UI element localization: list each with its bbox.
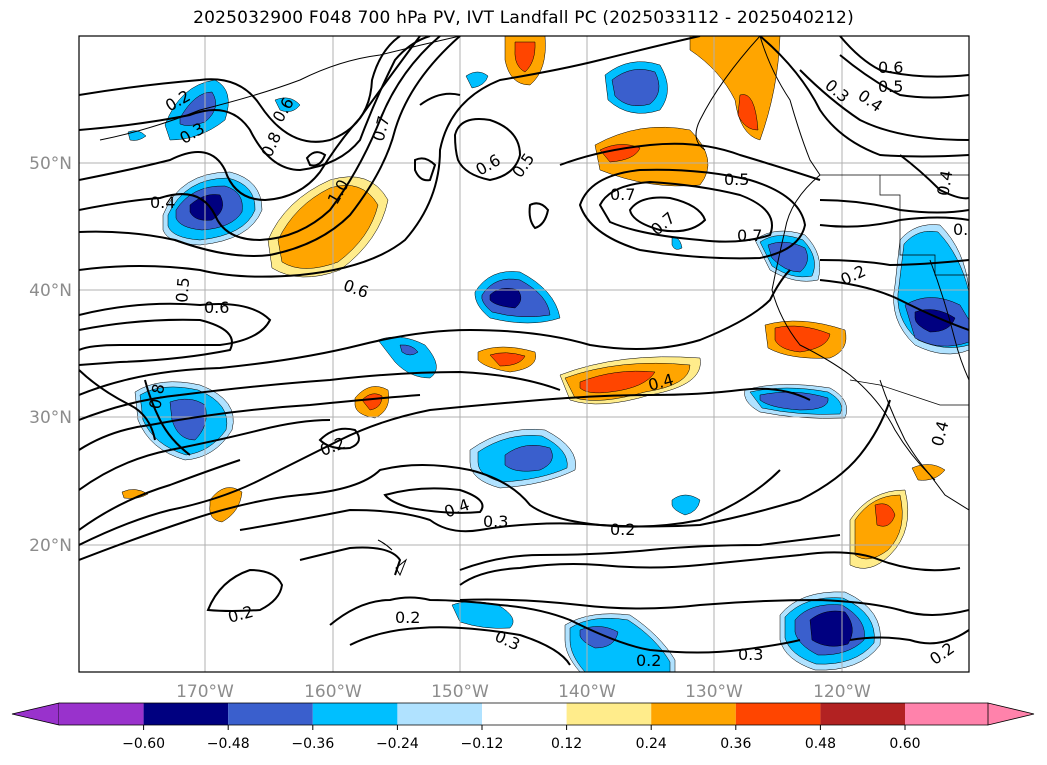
contour-label: 0.7 xyxy=(737,226,762,245)
contour-label: 0.5 xyxy=(878,77,903,96)
contour-label: 0.7 xyxy=(610,185,635,204)
colorbar-tick-label: 0.12 xyxy=(551,736,582,752)
lon-label: 160°W xyxy=(304,682,362,702)
borders xyxy=(820,174,969,406)
colorbar-tick-label: 0.36 xyxy=(720,736,751,752)
contour-label: 0.2 xyxy=(636,651,661,670)
colorbar-tick-label: −0.12 xyxy=(461,736,504,752)
colorbar-tick-label: 0.24 xyxy=(636,736,667,752)
lat-label: 30°N xyxy=(29,408,72,428)
contour-label: 0.3 xyxy=(483,512,508,531)
colorbar-extend-left xyxy=(11,702,60,726)
coastlines xyxy=(99,36,969,577)
contour-label: 0.2 xyxy=(953,220,978,239)
longitude-labels: 170°W 160°W 150°W 140°W 130°W 120°W xyxy=(176,682,871,702)
contour-label: 0.2 xyxy=(395,608,420,627)
contour-label: 0.4 xyxy=(933,169,956,197)
colorbar-bin xyxy=(59,703,144,725)
graticule xyxy=(79,36,969,672)
contour-label: 0.3 xyxy=(738,645,763,664)
contour-label: 0.2 xyxy=(610,520,635,539)
colorbar-bin xyxy=(905,703,988,725)
shading-layer xyxy=(121,36,969,672)
colorbar-bin xyxy=(228,703,313,725)
colorbar-bin xyxy=(735,703,821,725)
map-frame xyxy=(78,35,970,673)
colorbar-tick-label: 0.60 xyxy=(889,736,920,752)
colorbar-bin xyxy=(397,703,482,725)
contour-label: 0.6 xyxy=(878,58,903,77)
colorbar-bin xyxy=(651,703,736,725)
lon-label: 120°W xyxy=(813,682,871,702)
lat-label: 20°N xyxy=(29,536,72,556)
contour-label: 0.5 xyxy=(724,170,749,189)
colorbar-bin xyxy=(312,703,398,725)
lon-label: 170°W xyxy=(176,682,234,702)
colorbar-tick-label: −0.36 xyxy=(291,736,334,752)
lon-label: 150°W xyxy=(431,682,489,702)
colorbar-tick-label: −0.60 xyxy=(122,736,165,752)
colorbar-bin xyxy=(820,703,905,725)
colorbar-tick-label: −0.48 xyxy=(207,736,250,752)
colorbar-tick-label: 0.48 xyxy=(805,736,836,752)
lat-label: 50°N xyxy=(29,154,72,174)
colorbar-bin xyxy=(566,703,652,725)
colorbar-bin xyxy=(143,703,229,725)
contour-label: 0.6 xyxy=(204,298,229,317)
lon-label: 140°W xyxy=(558,682,616,702)
lat-label: 40°N xyxy=(29,281,72,301)
contour-label: 0.8 xyxy=(145,382,168,410)
map-title: 2025032900 F048 700 hPa PV, IVT Landfall… xyxy=(193,8,854,28)
pv-contours xyxy=(79,36,969,666)
contour-label: 0.4 xyxy=(150,193,175,212)
contour-label: 0.5 xyxy=(172,276,193,303)
colorbar-tick-label: −0.24 xyxy=(376,736,419,752)
colorbar-bin xyxy=(482,703,567,725)
colorbar: −0.60 −0.48 −0.36 −0.24 −0.12 0.12 0.24 … xyxy=(11,702,1035,752)
colorbar-extend-right xyxy=(987,702,1035,726)
latitude-labels: 50°N 40°N 30°N 20°N xyxy=(29,154,72,556)
lon-label: 130°W xyxy=(685,682,743,702)
